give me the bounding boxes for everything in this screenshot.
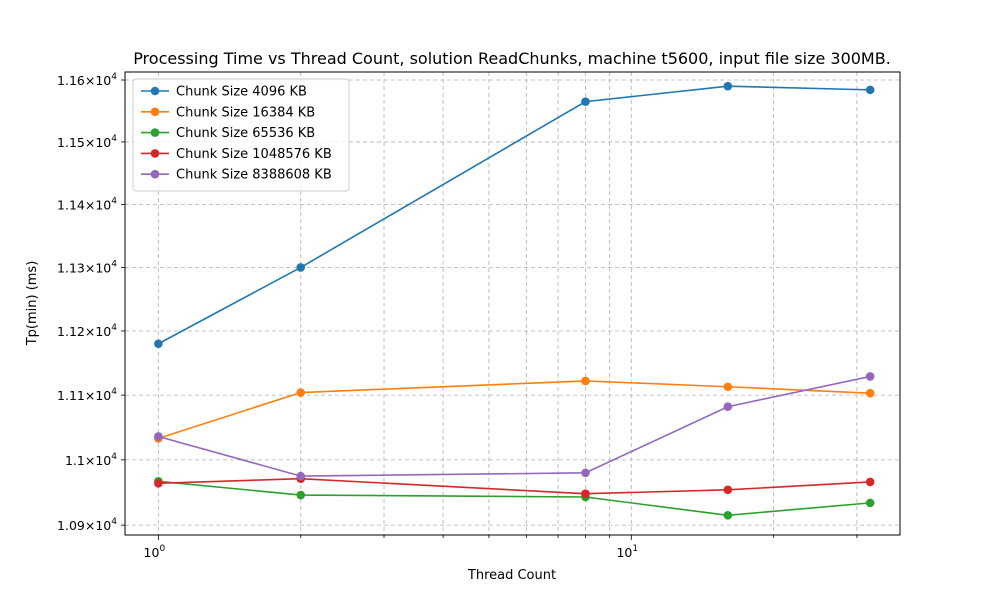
y-tick-label: 1.1×104 xyxy=(65,452,117,468)
legend-marker xyxy=(150,169,160,179)
legend-marker xyxy=(150,107,160,117)
legend-label: Chunk Size 16384 KB xyxy=(176,105,315,120)
data-point xyxy=(154,478,163,488)
y-axis-label: Tp(min) (ms) xyxy=(25,261,40,347)
series-2 xyxy=(154,376,875,443)
x-tick-label: 101 xyxy=(616,544,638,560)
data-point xyxy=(296,471,306,481)
y-tick-label: 1.11×104 xyxy=(57,387,117,403)
y-tick-label: 1.13×104 xyxy=(57,259,117,275)
legend-label: Chunk Size 8388608 KB xyxy=(176,168,332,183)
series-line xyxy=(158,380,871,440)
legend-label: Chunk Size 65536 KB xyxy=(176,126,315,141)
grid xyxy=(125,72,900,535)
series-line xyxy=(158,375,871,477)
series-4 xyxy=(154,474,875,499)
y-tick-label: 1.12×104 xyxy=(57,323,117,339)
x-tick-label: 100 xyxy=(144,544,166,560)
legend-label: Chunk Size 4096 KB xyxy=(176,85,307,100)
data-point xyxy=(865,372,875,381)
data-point xyxy=(723,402,733,412)
series-5 xyxy=(154,372,875,481)
legend-entry: Chunk Size 16384 KB xyxy=(141,105,315,120)
data-point xyxy=(296,388,306,397)
legend-entry: Chunk Size 65536 KB xyxy=(141,126,315,141)
legend-marker xyxy=(150,149,160,158)
data-point xyxy=(865,388,875,398)
data-point xyxy=(581,489,590,499)
legend-marker xyxy=(150,128,160,137)
data-point xyxy=(296,490,306,500)
legend-marker xyxy=(150,86,160,96)
y-axis: 1.09×104 1.1×104 1.11×104 1.12×104 1.13×104 1… xyxy=(57,72,125,533)
legend-box xyxy=(132,78,350,192)
data-point xyxy=(154,432,163,441)
y-tick-label: 1.14×104 xyxy=(57,196,117,212)
series-layer xyxy=(154,81,875,520)
data-point xyxy=(154,339,163,349)
data-point xyxy=(865,85,875,95)
data-point xyxy=(581,376,590,386)
legend-entry: Chunk Size 8388608 KB xyxy=(141,168,332,183)
y-tick-label: 1.15×104 xyxy=(57,134,117,150)
data-point xyxy=(865,477,875,487)
data-point xyxy=(723,382,733,392)
x-axis-label: Thread Count xyxy=(467,568,556,583)
data-point xyxy=(723,81,733,91)
series-1 xyxy=(154,81,875,349)
data-point xyxy=(581,97,590,106)
data-point xyxy=(865,498,875,508)
y-tick-label: 1.09×104 xyxy=(57,517,117,533)
chart-title: Processing Time vs Thread Count, solutio… xyxy=(133,49,891,68)
legend-entry: Chunk Size 4096 KB xyxy=(141,85,307,100)
legend-label: Chunk Size 1048576 KB xyxy=(176,147,332,162)
y-tick-label: 1.16×104 xyxy=(57,72,117,88)
legend: Chunk Size 4096 KB Chunk Size 16384 KB Chu… xyxy=(132,78,350,192)
data-point xyxy=(723,511,733,520)
plot-frame xyxy=(124,71,901,536)
data-point xyxy=(723,485,733,495)
data-point xyxy=(581,468,590,478)
legend-entry: Chunk Size 1048576 KB xyxy=(141,147,332,162)
series-3 xyxy=(154,477,875,520)
data-point xyxy=(296,263,306,272)
series-line xyxy=(158,480,871,517)
x-axis: 100 101 xyxy=(144,535,858,560)
